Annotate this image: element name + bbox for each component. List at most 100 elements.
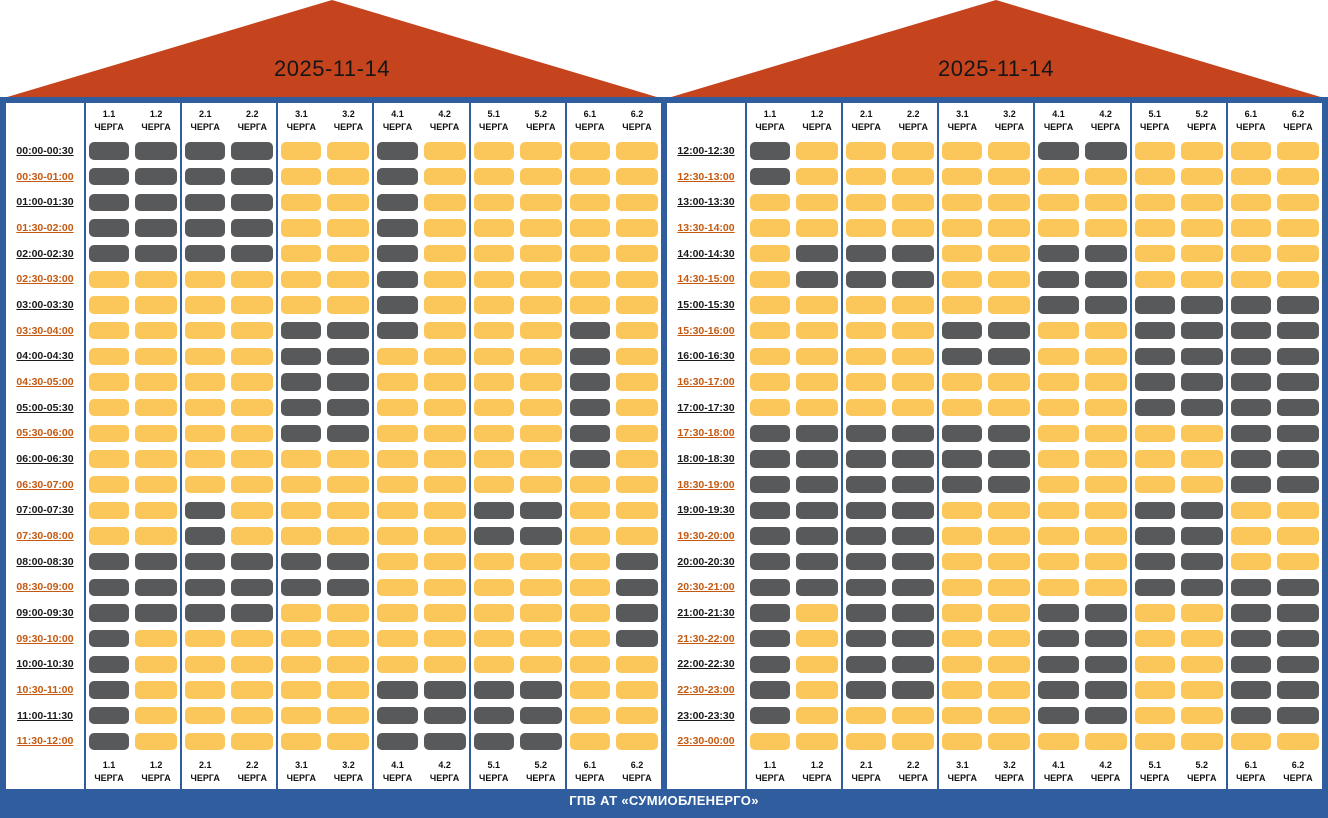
cell-4.1-13:00-13:30: [1033, 189, 1081, 216]
power-on-pill: [519, 270, 562, 288]
queue-number: 4.2: [1099, 760, 1112, 771]
power-on-pill: [846, 142, 887, 160]
cell-2.1-17:30-18:00: [841, 420, 889, 447]
outage-pill: [892, 604, 935, 622]
cell-3.1-01:30-02:00: [276, 215, 324, 241]
power-on-pill: [281, 732, 322, 750]
cell-6.2-12:00-12:30: [1274, 138, 1322, 164]
cell-4.2-16:00-16:30: [1082, 343, 1130, 369]
cell-4.2-14:00-14:30: [1082, 241, 1130, 267]
queue-header-6.1: 6.1 ЧЕРГА: [564, 103, 613, 138]
cell-6.1-13:00-13:30: [1225, 189, 1274, 216]
queue-header-6.1: 6.1 ЧЕРГА: [564, 754, 613, 790]
power-on-pill: [231, 501, 274, 519]
power-on-pill: [615, 270, 658, 288]
power-on-pill: [569, 552, 610, 571]
cell-1.2-13:30-14:00: [793, 215, 841, 241]
outage-pill: [892, 681, 935, 699]
cell-5.1-21:00-21:30: [1129, 600, 1178, 626]
cell-4.2-22:30-23:00: [1082, 677, 1130, 703]
cell-2.2-20:30-21:00: [889, 574, 937, 600]
cell-6.2-21:00-21:30: [1274, 600, 1322, 626]
power-on-pill: [423, 270, 466, 288]
queue-number: 6.2: [1291, 109, 1305, 120]
power-on-pill: [377, 578, 418, 596]
power-on-pill: [231, 475, 274, 494]
outage-pill: [796, 270, 839, 288]
power-on-pill: [377, 629, 418, 648]
queue-word: ЧЕРГА: [1236, 772, 1266, 783]
time-label: 09:30-10:00: [16, 632, 74, 645]
power-on-pill: [473, 347, 514, 365]
cell-2.2-16:30-17:00: [889, 369, 937, 395]
cell-2.2-07:30-08:00: [228, 523, 276, 549]
cell-3.2-22:00-22:30: [985, 651, 1033, 677]
power-on-pill: [1180, 604, 1223, 622]
power-on-pill: [988, 732, 1031, 750]
power-on-pill: [750, 296, 791, 314]
power-on-pill: [892, 373, 935, 391]
outage-pill: [796, 527, 839, 545]
cell-5.2-12:30-13:00: [1178, 164, 1226, 190]
power-on-pill: [281, 706, 322, 725]
power-on-pill: [942, 681, 983, 699]
cell-1.1-07:30-08:00: [84, 523, 132, 549]
power-on-pill: [1038, 167, 1079, 186]
outage-pill: [892, 629, 935, 648]
cell-6.2-11:30-12:00: [613, 728, 661, 754]
cell-6.2-01:00-01:30: [613, 189, 661, 215]
power-on-pill: [1038, 578, 1079, 596]
queue-header-2.1: 2.1 ЧЕРГА: [180, 103, 228, 138]
outage-pill: [1084, 296, 1127, 314]
time-row-21:30-22:00: 21:30-22:00: [667, 625, 1322, 652]
cell-5.1-17:00-17:30: [1129, 394, 1178, 421]
cell-2.2-03:30-04:00: [228, 318, 276, 344]
power-on-pill: [615, 732, 658, 750]
power-on-pill: [231, 347, 274, 365]
cell-5.2-20:00-20:30: [1178, 549, 1226, 575]
power-on-pill: [519, 578, 562, 596]
queue-number: 2.2: [246, 760, 259, 771]
cell-1.1-09:00-09:30: [84, 600, 132, 626]
cell-1.1-08:30-09:00: [84, 574, 132, 601]
outage-pill: [942, 475, 983, 494]
power-on-pill: [892, 347, 935, 365]
cell-5.2-21:30-22:00: [1178, 626, 1226, 652]
cell-3.1-05:30-06:00: [276, 420, 324, 447]
power-on-pill: [942, 604, 983, 622]
cell-4.2-06:30-07:00: [421, 472, 469, 498]
queue-word: ЧЕРГА: [1140, 121, 1170, 132]
cell-2.1-07:00-07:30: [180, 497, 228, 524]
cell-4.1-20:00-20:30: [1033, 548, 1081, 575]
cell-3.2-19:00-19:30: [985, 497, 1033, 523]
time-row-00:30-01:00: 00:30-01:00: [6, 163, 661, 190]
outage-pill: [1134, 578, 1175, 596]
cell-5.1-00:30-01:00: [468, 163, 517, 190]
outage-pill: [377, 732, 418, 750]
power-on-pill: [423, 424, 466, 442]
cell-4.1-10:30-11:00: [372, 677, 420, 703]
cell-1.2-00:30-01:00: [132, 164, 180, 190]
time-row-08:30-09:00: 08:30-09:00: [6, 574, 661, 601]
power-on-pill: [135, 629, 178, 648]
queue-word: ЧЕРГА: [141, 121, 171, 132]
cell-4.1-15:30-16:00: [1033, 317, 1081, 344]
cell-2.1-05:30-06:00: [180, 420, 228, 447]
cell-5.2-18:00-18:30: [1178, 446, 1226, 472]
cell-1.1-19:30-20:00: [745, 523, 793, 549]
time-label: 11:30-12:00: [16, 735, 74, 748]
cell-1.2-21:30-22:00: [793, 626, 841, 652]
outage-pill: [1038, 244, 1079, 263]
outage-pill: [796, 424, 839, 442]
outage-pill: [231, 219, 274, 237]
power-on-pill: [1180, 655, 1223, 673]
queue-number: 4.1: [1052, 109, 1065, 120]
cell-4.1-02:30-03:00: [372, 266, 420, 293]
cell-1.2-03:00-03:30: [132, 292, 180, 318]
outage-pill: [89, 655, 130, 673]
outage-pill: [846, 270, 887, 288]
outage-pill: [1180, 527, 1223, 545]
time-row-00:00-00:30: 00:00-00:30: [6, 138, 661, 164]
outage-pill: [185, 142, 226, 160]
outage-pill: [1038, 655, 1079, 673]
